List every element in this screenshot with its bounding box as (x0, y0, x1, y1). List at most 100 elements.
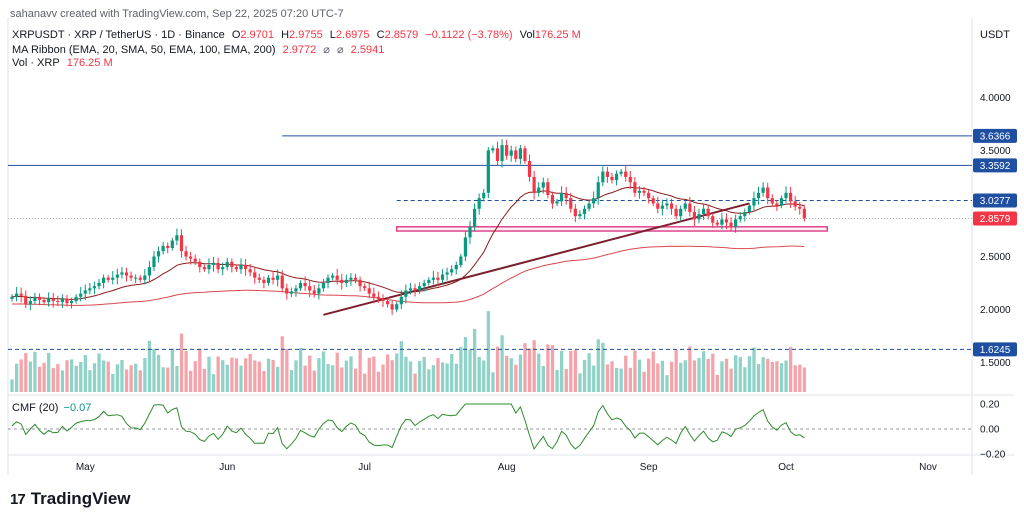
volume-bar (79, 361, 83, 392)
candle-body (431, 277, 435, 280)
low-value: 2.6975 (335, 29, 370, 41)
volume-bar (491, 372, 495, 392)
candle-body (647, 192, 651, 199)
cmf-legend[interactable]: CMF (20) −0.07 (12, 402, 92, 414)
volume-bar (321, 351, 326, 392)
volume-bar (486, 311, 491, 392)
volume-bar (102, 360, 106, 392)
candle-body (747, 205, 751, 212)
candle-body (651, 198, 655, 204)
candle-body (752, 198, 756, 206)
candle-body (193, 258, 197, 262)
volume-bar (303, 365, 307, 392)
price-label-bg-2 (973, 193, 1017, 208)
volume-bar (189, 370, 193, 392)
candle-body (789, 192, 793, 202)
symbol-legend[interactable]: XRPUSDT · XRP / TetherUS · 1D · Binance … (12, 29, 581, 41)
volume-bar (715, 374, 720, 392)
volume-bar (221, 360, 225, 392)
candle-body (239, 264, 243, 270)
volume-bar (381, 364, 385, 392)
candle-body (179, 235, 184, 252)
candle-body (555, 201, 559, 204)
candle-body (560, 192, 564, 202)
candle-body (271, 277, 275, 280)
candle-body (614, 173, 619, 181)
volume-bar (10, 379, 14, 392)
ma-value-2: 2.5941 (350, 44, 385, 56)
volume-bar (289, 370, 294, 392)
volume-bar (331, 365, 335, 392)
candle-body (289, 291, 293, 294)
candle-body (202, 267, 206, 270)
x-tick-label-3: Aug (498, 462, 516, 473)
candle-body (619, 171, 623, 174)
candle-body (399, 296, 403, 305)
candle-body (358, 279, 362, 287)
x-tick-label-0: May (76, 462, 95, 473)
volume-legend[interactable]: Vol · XRP 176.25 M (12, 57, 113, 69)
volume-bar (651, 351, 655, 392)
volume-bar (665, 375, 669, 392)
volume-bar (83, 354, 87, 392)
volume-bar (344, 360, 349, 392)
volume-bar (468, 349, 472, 392)
ma-ribbon-legend[interactable]: MA Ribbon (EMA, 20, SMA, 50, EMA, 100, E… (12, 44, 385, 56)
ema200-line (12, 245, 805, 306)
candle-body (33, 296, 37, 302)
x-tick-label-5: Oct (778, 462, 794, 473)
price-label-4: 1.6245 (980, 345, 1011, 356)
volume-bar (138, 370, 142, 392)
candle-body (459, 256, 463, 265)
volume-bar (207, 356, 211, 392)
volume-bar (601, 342, 605, 392)
volume-bar (495, 346, 500, 392)
candle-body (60, 298, 64, 303)
candle-body (248, 269, 252, 273)
volume-bar (193, 361, 197, 392)
candle-body (230, 261, 234, 268)
cmf-tick-label-1: 0.00 (980, 425, 1000, 436)
candle-body (10, 296, 14, 299)
volume-bar (523, 343, 527, 392)
candle-body (587, 203, 591, 209)
volume-bar (216, 356, 220, 392)
ma-value-1: 2.9772 (282, 44, 317, 56)
candle-body (138, 277, 142, 280)
candle-body (372, 293, 376, 297)
change-value: −0.1122 (−3.78%) (425, 29, 513, 41)
candle-body (697, 214, 701, 220)
volume-bar (106, 361, 110, 392)
candle-body (115, 274, 119, 278)
volume-bar (701, 351, 706, 392)
volume-bar (413, 373, 417, 392)
volume-bar (436, 358, 440, 392)
volume-bar (418, 361, 422, 392)
tradingview-logo[interactable]: 17 TradingView (10, 489, 131, 509)
volume-bar (537, 353, 541, 392)
candle-body (546, 182, 550, 195)
candle-body (92, 286, 97, 289)
volume-bar (143, 358, 147, 392)
volume-bar (679, 362, 683, 392)
candle-body (766, 187, 770, 199)
candle-body (331, 275, 335, 278)
candle-body (28, 301, 32, 305)
y-tick-label-3: 2.5000 (980, 252, 1011, 263)
candle-body (775, 203, 779, 206)
volume-bar (706, 358, 710, 392)
volume-bar (793, 365, 797, 392)
volume-bar (637, 359, 642, 392)
volume-bar (152, 348, 156, 392)
volume-bar (308, 355, 312, 392)
volume-bar (358, 350, 362, 392)
candle-body (317, 288, 321, 294)
x-tick-label-1: Jun (219, 462, 235, 473)
candle-body (422, 283, 426, 287)
volume-bar (262, 371, 266, 392)
candle-body (715, 222, 719, 225)
volume-bar (42, 362, 46, 392)
candle-body (692, 211, 697, 220)
candle-body (207, 264, 211, 270)
